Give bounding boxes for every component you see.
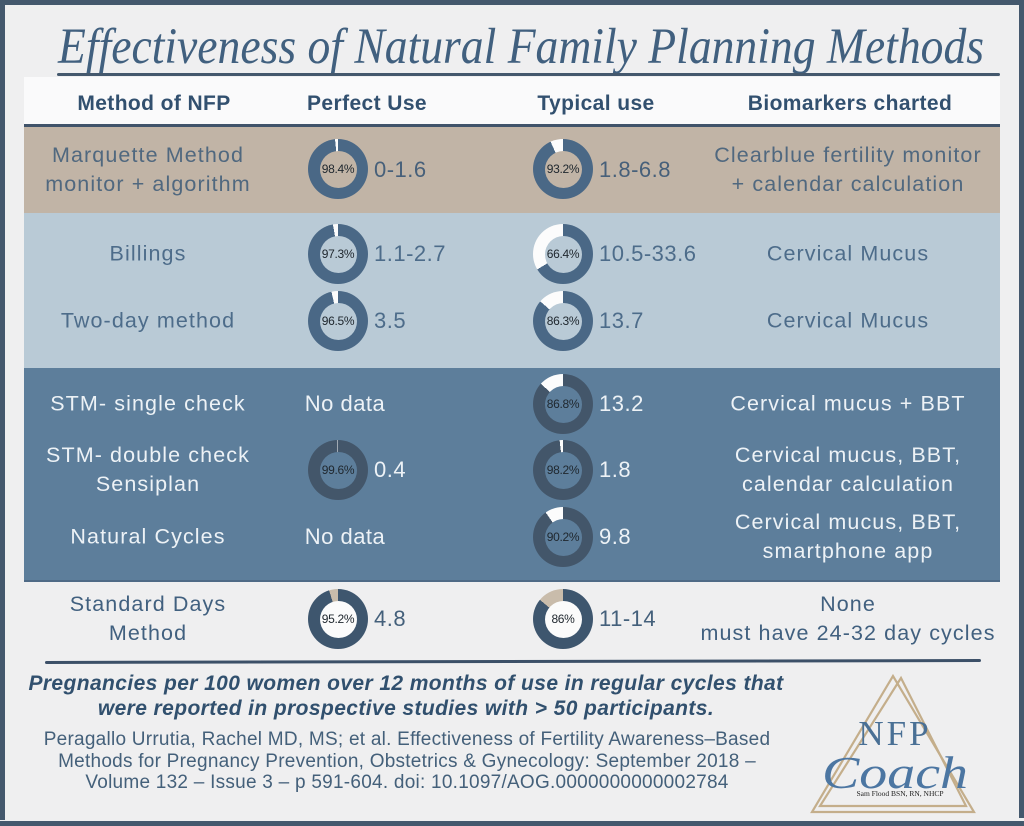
svg-text:Sam Flood BSN, RN, NHCP: Sam Flood BSN, RN, NHCP <box>856 789 943 798</box>
svg-text:Coach: Coach <box>822 747 968 798</box>
svg-text:Effectiveness of Natural Famil: Effectiveness of Natural Family Planning… <box>57 19 984 75</box>
svg-text:NFP: NFP <box>858 714 931 753</box>
